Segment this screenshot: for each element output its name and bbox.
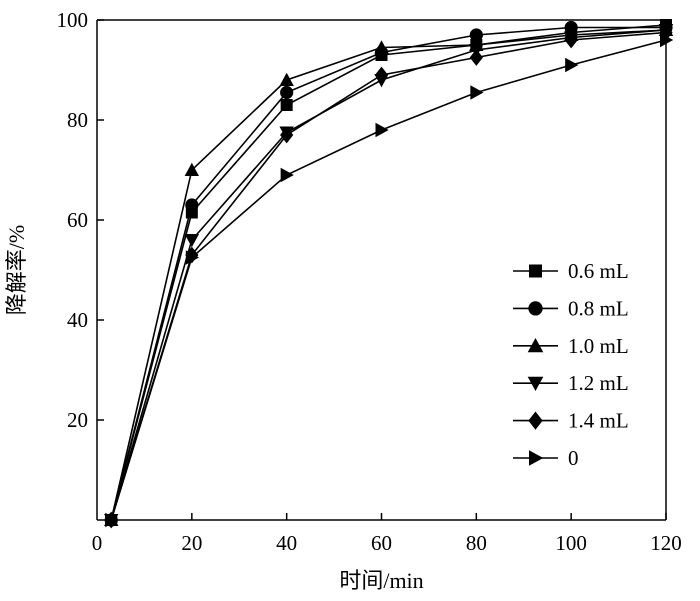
y-tick-label: 80 (67, 108, 88, 132)
legend-label: 0 (568, 446, 579, 470)
legend-label: 1.0 mL (568, 334, 629, 358)
legend-label: 1.2 mL (568, 371, 629, 395)
legend-item: 1.0 mL (513, 334, 629, 358)
legend: 0.6 mL 0.8 mL 1.0 mL 1.2 mL 1.4 mL 0 (513, 259, 629, 470)
legend-marker (529, 450, 544, 466)
data-point (374, 40, 389, 54)
data-point (469, 28, 483, 42)
x-tick-label: 20 (181, 531, 202, 555)
legend-marker (527, 338, 544, 353)
data-point (279, 72, 294, 86)
y-axis-title: 降解率/% (4, 225, 29, 315)
ticks: 0 20 40 60 80 100 120 20 40 60 80 100 (57, 8, 682, 555)
legend-marker (528, 301, 543, 316)
series-layer (104, 19, 674, 529)
series-6 (105, 32, 674, 528)
legend-label: 0.6 mL (568, 259, 629, 283)
data-point (280, 99, 293, 111)
x-axis-title: 时间/min (339, 568, 423, 593)
legend-item: 1.2 mL (513, 371, 629, 395)
legend-label: 1.4 mL (568, 409, 629, 433)
data-point (375, 122, 389, 138)
legend-item: 0 (513, 446, 579, 470)
x-tick-label: 80 (466, 531, 487, 555)
legend-item: 1.4 mL (513, 409, 629, 433)
y-tick-label: 20 (67, 408, 88, 432)
x-tick-label: 60 (371, 531, 392, 555)
data-point (565, 57, 579, 73)
legend-marker (527, 376, 544, 391)
x-tick-label: 120 (650, 531, 682, 555)
legend-marker (528, 411, 543, 430)
x-tick-label: 40 (276, 531, 297, 555)
legend-label: 0.8 mL (568, 296, 629, 320)
legend-item: 0.6 mL (513, 259, 629, 283)
data-point (280, 85, 294, 100)
x-tick-label: 0 (92, 531, 103, 555)
data-point (470, 85, 484, 100)
y-tick-label: 60 (67, 208, 88, 232)
data-point (185, 250, 200, 265)
data-point (374, 66, 389, 84)
legend-marker (529, 264, 542, 278)
data-point (564, 31, 578, 49)
legend-item: 0.8 mL (513, 296, 629, 320)
data-point (184, 234, 200, 248)
data-point (105, 512, 119, 528)
data-point (469, 49, 483, 66)
data-point (280, 126, 294, 144)
data-point (280, 167, 294, 183)
data-point (184, 162, 200, 176)
y-tick-label: 40 (67, 308, 88, 332)
data-point (564, 20, 578, 35)
x-tick-label: 100 (555, 531, 587, 555)
data-point (185, 198, 199, 212)
y-tick-label: 100 (57, 8, 89, 32)
data-point (660, 32, 674, 48)
